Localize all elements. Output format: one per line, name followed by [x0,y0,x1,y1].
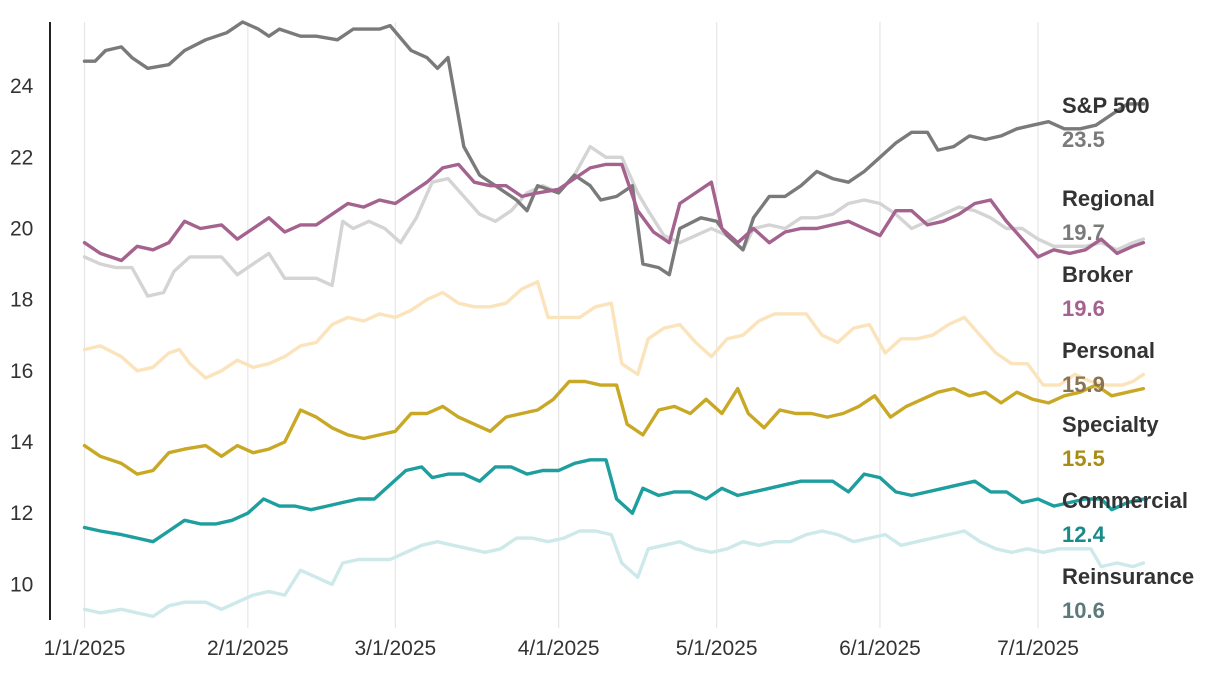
x-tick-label: 4/1/2025 [518,637,600,660]
x-tick-label: 7/1/2025 [997,637,1079,660]
x-tick-label: 2/1/2025 [207,637,289,660]
series-value-label: 15.9 [1062,372,1105,397]
x-tick-labels: 1/1/2025 2/1/2025 3/1/2025 4/1/2025 5/1/2025… [44,637,1079,660]
y-tick-label: 12 [10,502,33,525]
y-tick-label: 16 [10,360,33,383]
series-value-label: 19.6 [1062,296,1105,321]
series-line-s-p-500 [82,20,1146,277]
y-tick-label: 24 [10,75,34,98]
series-line-commercial [82,458,1146,544]
series-value-label: 19.7 [1062,220,1105,245]
series-name-label: Regional [1062,186,1155,211]
end-label-regional: Regional 19.7 [1062,186,1155,245]
series-name-label: Reinsurance [1062,564,1194,589]
x-tick-label: 1/1/2025 [44,637,126,660]
y-tick-label: 22 [10,146,33,169]
series-lines [82,20,1146,619]
end-label-specialty: Specialty 15.5 [1062,412,1159,471]
series-name-label: Broker [1062,262,1133,287]
series-name-label: Personal [1062,338,1155,363]
series-line-specialty [82,379,1146,476]
series-name-label: S&P 500 [1062,93,1150,118]
y-tick-labels: 10 12 14 16 18 20 22 24 [10,75,34,596]
series-line-reinsurance [82,529,1146,619]
series-name-label: Commercial [1062,488,1188,513]
end-label-broker: Broker 19.6 [1062,262,1133,321]
y-tick-label: 10 [10,573,33,596]
y-tick-label: 14 [10,431,34,454]
series-value-label: 12.4 [1062,522,1106,547]
end-label-s-p-500: S&P 500 23.5 [1062,93,1150,152]
end-label-reinsurance: Reinsurance 10.6 [1062,564,1194,623]
series-line-broker [82,162,1146,263]
series-name-label: Specialty [1062,412,1159,437]
end-label-personal: Personal 15.9 [1062,338,1155,397]
series-value-label: 15.5 [1062,446,1105,471]
series-end-labels: S&P 500 23.5 Regional 19.7 Broker 19.6 Persona… [1062,93,1194,623]
end-label-commercial: Commercial 12.4 [1062,488,1188,547]
x-tick-label: 6/1/2025 [839,637,921,660]
x-tick-label: 3/1/2025 [354,637,436,660]
y-tick-label: 20 [10,217,33,240]
series-line-personal [82,280,1146,387]
series-value-label: 23.5 [1062,127,1105,152]
series-line-regional [82,144,1146,298]
y-tick-label: 18 [10,289,33,312]
x-tick-label: 5/1/2025 [676,637,758,660]
series-value-label: 10.6 [1062,598,1105,623]
